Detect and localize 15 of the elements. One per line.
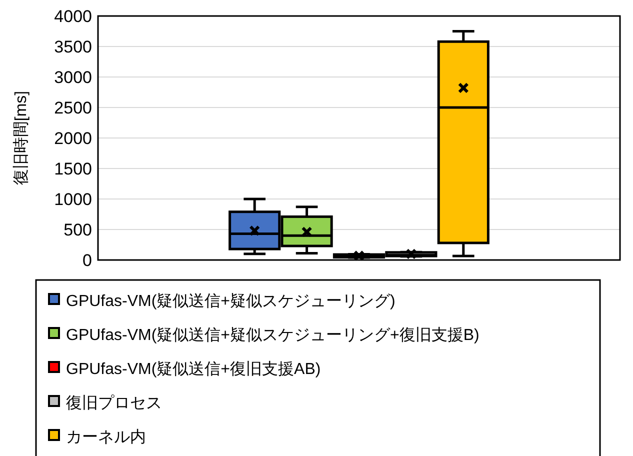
y-axis-title: 復旧時間[ms] [12, 90, 30, 186]
y-tick-label: 1000 [54, 190, 92, 209]
legend-label: GPUfas-VM(疑似送信+疑似スケジューリング) [66, 292, 396, 310]
legend-label: カーネル内 [66, 428, 146, 446]
legend-label: GPUfas-VM(疑似送信+復旧支援AB) [66, 360, 321, 378]
y-tick-label: 1500 [54, 160, 92, 178]
y-tick-label: 2000 [54, 129, 92, 148]
y-tick-label: 3000 [54, 68, 92, 87]
y-tick-label: 500 [64, 220, 92, 240]
y-tick-label: 0 [82, 251, 92, 270]
legend-label: 復旧プロセス [66, 394, 162, 412]
legend-label: GPUfas-VM(疑似送信+疑似スケジューリング+復旧支援B) [66, 326, 480, 344]
y-tick-label: 3500 [54, 38, 92, 56]
y-tick-label: 2500 [54, 98, 92, 118]
y-tick-label: 4000 [54, 7, 92, 26]
